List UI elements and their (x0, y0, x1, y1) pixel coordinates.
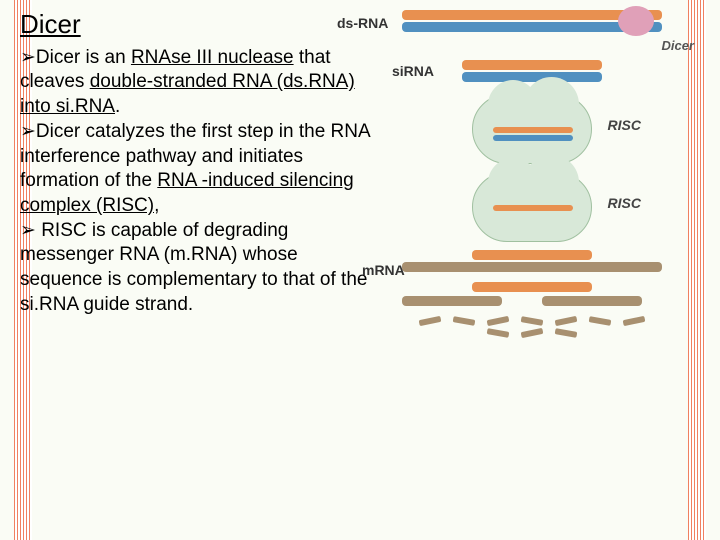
slide-title: Dicer (20, 8, 380, 42)
b1-post: . (115, 96, 120, 117)
sirna-strand-top (462, 60, 602, 70)
b3-pre: RISC is capable of degrading messenger R… (20, 220, 367, 315)
mrna-section: mRNA (382, 250, 682, 272)
fragment (555, 328, 578, 338)
b1-pre: Dicer is an (36, 47, 131, 68)
decorative-stripe-right (688, 0, 706, 540)
bullet-icon: ➢ (20, 121, 36, 142)
mrna-label: mRNA (362, 262, 405, 278)
b1-u1: RNAse III nuclease (131, 47, 294, 68)
mrna-cleaved-right (542, 296, 642, 306)
risc-cloud-1: RISC (382, 94, 682, 164)
mrna-cleaved-left (402, 296, 502, 306)
text-content: Dicer ➢Dicer is an RNAse III nuclease th… (20, 8, 380, 317)
risc-complex-2: RISC (472, 172, 592, 242)
bullet-icon: ➢ (20, 220, 36, 241)
sirna-label: siRNA (392, 63, 434, 79)
risc1-strand-b (493, 135, 573, 141)
bullet-1: ➢Dicer is an RNAse III nuclease that cle… (20, 46, 380, 120)
sirna-section: siRNA (382, 60, 682, 82)
risc2-strand (493, 205, 573, 211)
cleaved-section (382, 282, 682, 308)
fragment (521, 328, 544, 338)
bullet-icon: ➢ (20, 47, 36, 68)
risc-complex-1: RISC (472, 94, 592, 164)
sirna-strand-bottom (462, 72, 602, 82)
fragment (555, 316, 578, 326)
fragment (589, 316, 612, 326)
mrna-strand (402, 262, 662, 272)
fragment (453, 316, 476, 326)
dicer-label: Dicer (661, 38, 694, 53)
fragment (487, 316, 510, 326)
fragment (419, 316, 442, 326)
degraded-fragments (412, 318, 652, 336)
risc1-strand-o (493, 127, 573, 133)
risc-label-1: RISC (608, 117, 641, 133)
dsrna-section: ds-RNA Dicer (382, 10, 682, 32)
bullet-3: ➢ RISC is capable of degrading messenger… (20, 219, 380, 318)
bullet-2: ➢Dicer catalyzes the first step in the R… (20, 120, 380, 219)
rnai-diagram: ds-RNA Dicer siRNA RISC RISC mRNA (382, 8, 682, 528)
dicer-enzyme-icon (618, 6, 654, 36)
fragment (487, 328, 510, 338)
guide-strand-2 (472, 282, 592, 292)
risc-label-2: RISC (608, 195, 641, 211)
fragment (521, 316, 544, 326)
risc-cloud-2: RISC (382, 172, 682, 242)
dsrna-label: ds-RNA (337, 15, 388, 31)
guide-strand (472, 250, 592, 260)
fragment (623, 316, 646, 326)
